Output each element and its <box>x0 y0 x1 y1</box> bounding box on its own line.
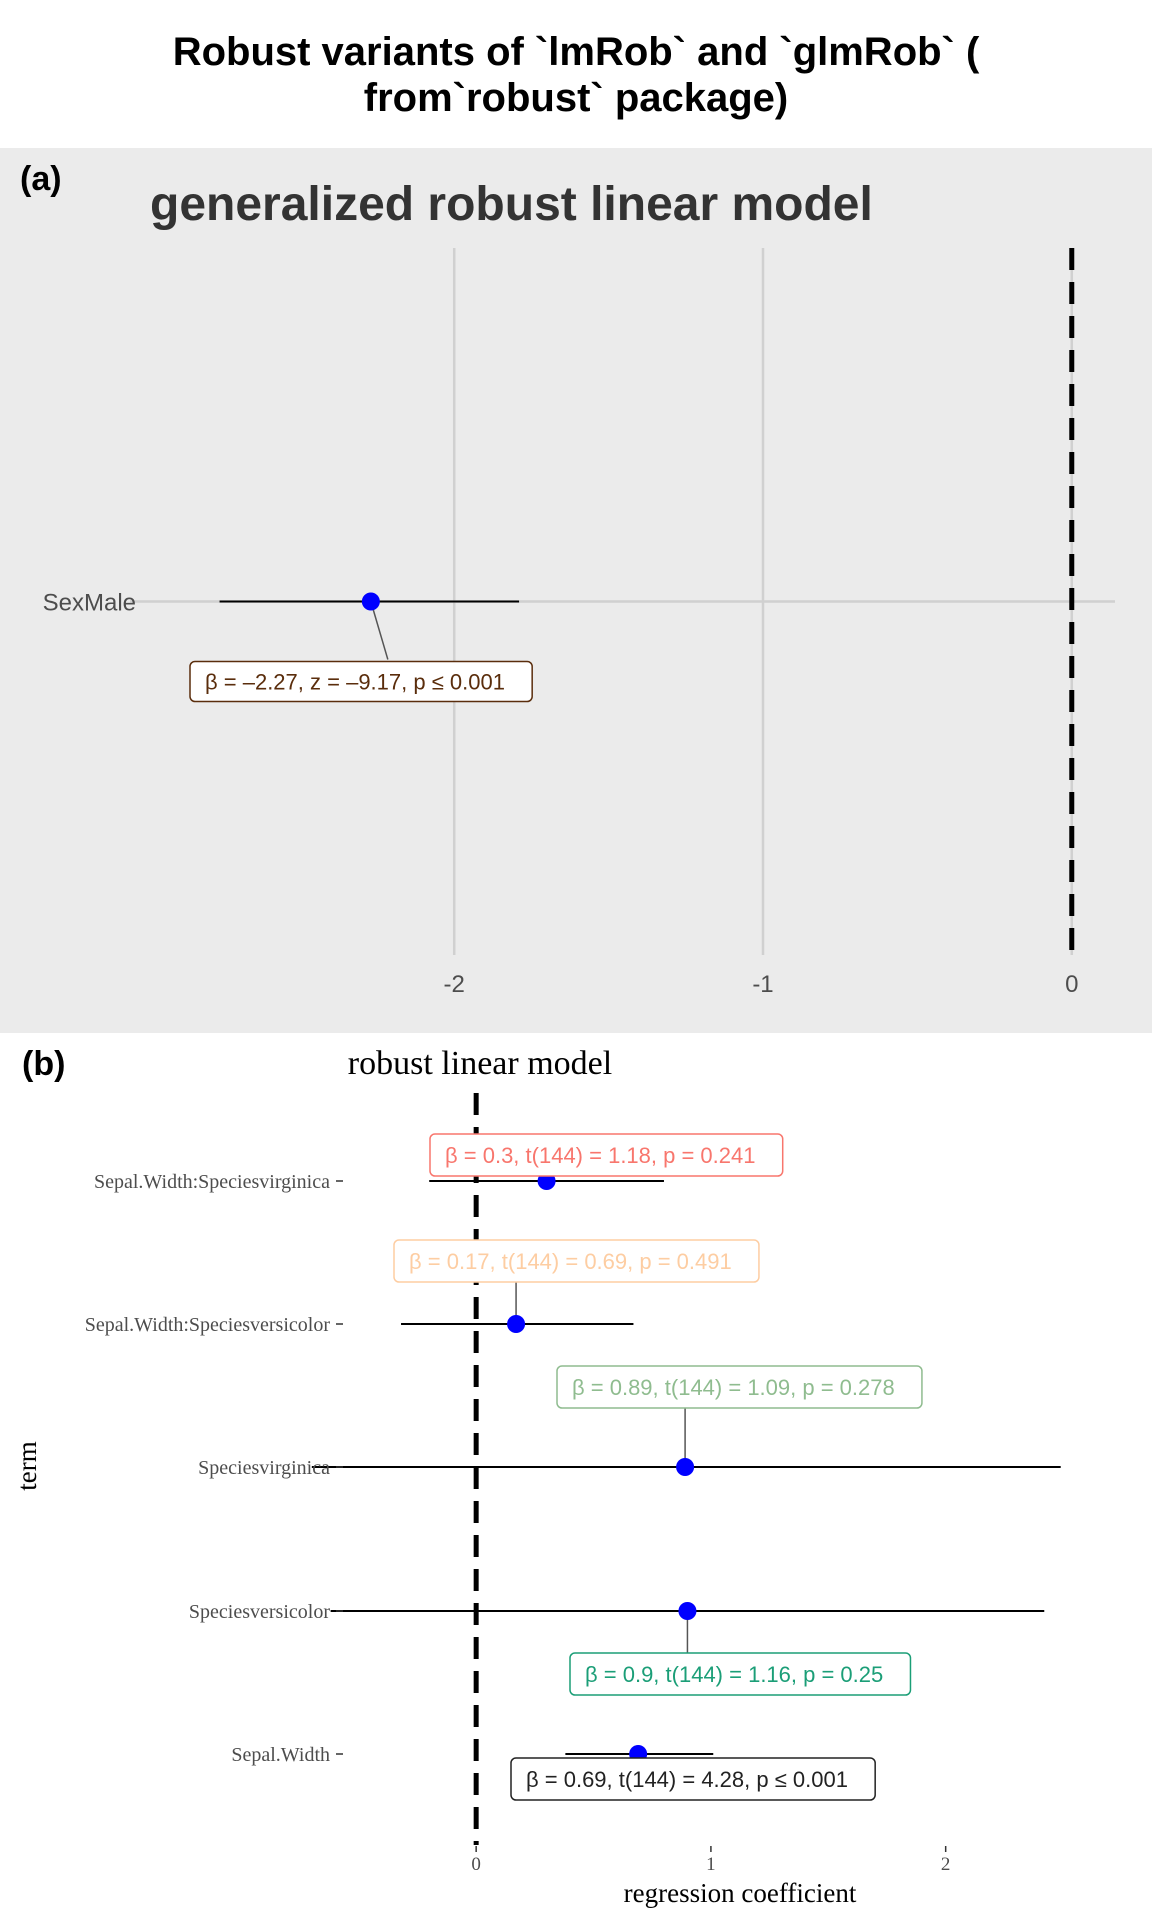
panel-b-estimate-label-box <box>429 1133 784 1177</box>
panel-b-x-tick-label: 2 <box>941 1854 951 1875</box>
panel-b-y-tick-label: Sepal.Width:Speciesvirginica <box>94 1171 330 1193</box>
panel-a-x-tick-label: -1 <box>752 971 773 998</box>
panel-a-point-estimate <box>361 592 380 611</box>
panel-a-y-tick-label: SexMale <box>43 590 136 617</box>
panel-b-estimate-label: β = 0.9, t(144) = 1.16, p = 0.25 <box>585 1662 883 1687</box>
panel-b-point-estimate <box>676 1458 695 1476</box>
panel-b-y-tick-label: Sepal.Width <box>231 1744 330 1766</box>
panel-b-estimate-label-box <box>556 1365 923 1409</box>
panel-b-estimate-label-box <box>510 1757 876 1801</box>
panel-b-y-tick-label: Speciesvirginica <box>198 1457 330 1479</box>
panel-b-tag: (b) <box>22 1045 65 1083</box>
figure-title-line-2: from`robust` package) <box>364 76 789 120</box>
panel-a-tag: (a) <box>20 160 62 198</box>
panel-a-title: generalized robust linear model <box>150 178 873 231</box>
panel-b-y-tick-label: Speciesversicolor <box>189 1601 330 1623</box>
panel-a-estimate-label-box <box>189 660 533 703</box>
panel-b-estimate-label-box <box>393 1239 760 1283</box>
panel-a-x-tick-label: 0 <box>1065 971 1078 998</box>
panel-b-x-axis-label: regression coefficient <box>624 1878 857 1908</box>
figure-title-line-1: Robust variants of `lmRob` and `glmRob` … <box>173 30 980 74</box>
panel-b-estimate-label: β = 0.69, t(144) = 4.28, p ≤ 0.001 <box>526 1767 848 1792</box>
panel-a-estimate-label: β = –2.27, z = –9.17, p ≤ 0.001 <box>205 670 505 695</box>
panel-b-estimate-label: β = 0.89, t(144) = 1.09, p = 0.278 <box>572 1375 895 1400</box>
panel-b-estimate-label: β = 0.3, t(144) = 1.18, p = 0.241 <box>445 1143 755 1168</box>
panel-b-x-tick-label: 1 <box>706 1854 716 1875</box>
panel-b-chart: (b) robust linear model β = 0.3, t(144) … <box>12 1045 1061 1908</box>
panel-a-background <box>0 148 1152 1033</box>
panel-b-point-estimate <box>678 1602 697 1620</box>
panel-b-title: robust linear model <box>348 1045 612 1082</box>
panel-b-point-estimate <box>507 1315 526 1333</box>
panel-b-x-tick-label: 0 <box>471 1854 481 1875</box>
panel-b-estimate-label: β = 0.17, t(144) = 0.69, p = 0.491 <box>409 1249 732 1274</box>
panel-b-estimate-label-box <box>569 1652 912 1696</box>
panel-b-y-tick-label: Sepal.Width:Speciesversicolor <box>85 1314 331 1336</box>
panel-a-x-tick-label: -2 <box>444 971 465 998</box>
panel-b-y-axis-label: term <box>12 1441 42 1490</box>
panel-a-label-connector <box>370 601 389 660</box>
panel-a-chart: (a) generalized robust linear model β = … <box>0 148 1152 1033</box>
